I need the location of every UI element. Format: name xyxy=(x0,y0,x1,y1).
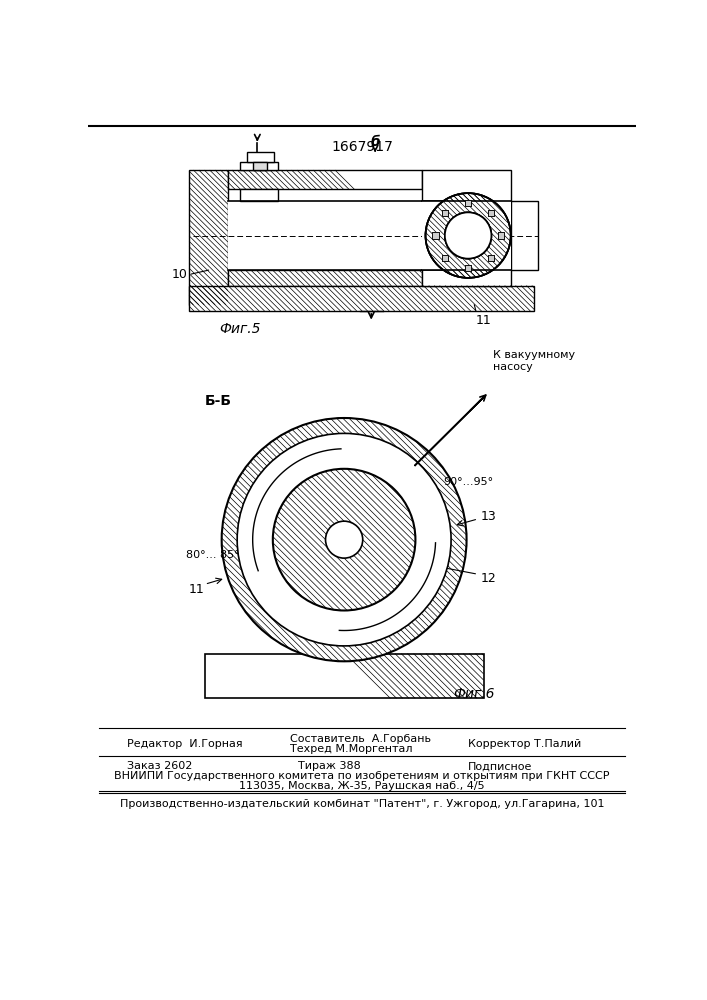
Text: 113035, Москва, Ж-35, Раушская наб., 4/5: 113035, Москва, Ж-35, Раушская наб., 4/5 xyxy=(239,781,485,791)
Text: 1667917: 1667917 xyxy=(331,140,393,154)
Text: 80°... 85°: 80°... 85° xyxy=(185,550,239,560)
Text: Тираж 388: Тираж 388 xyxy=(298,761,361,771)
Text: 90°...95°: 90°...95° xyxy=(443,477,493,487)
Text: ВНИИПИ Государственного комитета по изобретениям и открытиям при ГКНТ СССР: ВНИИПИ Государственного комитета по изоб… xyxy=(115,771,609,781)
Polygon shape xyxy=(228,170,421,189)
Text: 10: 10 xyxy=(172,267,187,280)
Text: Корректор Т.Палий: Корректор Т.Палий xyxy=(468,739,581,749)
Bar xyxy=(465,200,472,206)
Text: К вакуумному
насосу: К вакуумному насосу xyxy=(493,350,575,372)
Bar xyxy=(498,232,504,239)
Bar xyxy=(488,210,494,216)
Polygon shape xyxy=(240,189,279,201)
Polygon shape xyxy=(252,162,267,170)
Circle shape xyxy=(222,418,467,661)
Circle shape xyxy=(325,521,363,558)
Text: б: б xyxy=(370,135,380,149)
Bar xyxy=(442,210,448,216)
Circle shape xyxy=(445,212,491,259)
Polygon shape xyxy=(247,152,274,162)
Polygon shape xyxy=(204,654,484,698)
Circle shape xyxy=(445,212,491,259)
Polygon shape xyxy=(510,201,538,270)
Polygon shape xyxy=(240,162,279,170)
Circle shape xyxy=(237,433,451,646)
Text: Заказ 2602: Заказ 2602 xyxy=(127,761,192,771)
Bar xyxy=(465,200,472,206)
Polygon shape xyxy=(414,396,484,466)
Bar xyxy=(488,255,494,261)
Bar xyxy=(228,201,421,270)
Text: Фиг.6: Фиг.6 xyxy=(454,687,495,701)
Text: Составитель  А.Горбань: Составитель А.Горбань xyxy=(290,734,431,744)
Bar xyxy=(442,255,448,261)
Bar xyxy=(498,232,504,239)
Bar xyxy=(433,232,438,239)
Bar xyxy=(442,210,448,216)
Text: Производственно-издательский комбинат "Патент", г. Ужгород, ул.Гагарина, 101: Производственно-издательский комбинат "П… xyxy=(119,799,604,809)
Polygon shape xyxy=(189,170,228,305)
Bar xyxy=(488,255,494,261)
Text: 11: 11 xyxy=(476,314,491,327)
Bar xyxy=(465,265,472,271)
Polygon shape xyxy=(189,286,534,311)
Text: 13: 13 xyxy=(481,510,496,523)
Polygon shape xyxy=(228,270,421,286)
Bar xyxy=(442,255,448,261)
Text: Подписное: Подписное xyxy=(468,761,532,771)
Text: 11: 11 xyxy=(189,583,205,596)
Polygon shape xyxy=(421,170,510,286)
Bar xyxy=(433,232,438,239)
Circle shape xyxy=(445,212,491,259)
Text: 12: 12 xyxy=(481,572,496,585)
Bar xyxy=(421,201,510,270)
Text: Редактор  И.Горная: Редактор И.Горная xyxy=(127,739,243,749)
Circle shape xyxy=(426,193,510,278)
Text: Фиг.5: Фиг.5 xyxy=(218,322,260,336)
Bar xyxy=(488,210,494,216)
Text: Техред М.Моргентал: Техред М.Моргентал xyxy=(290,744,412,754)
Bar xyxy=(465,265,472,271)
Text: Б-Б: Б-Б xyxy=(204,394,231,408)
